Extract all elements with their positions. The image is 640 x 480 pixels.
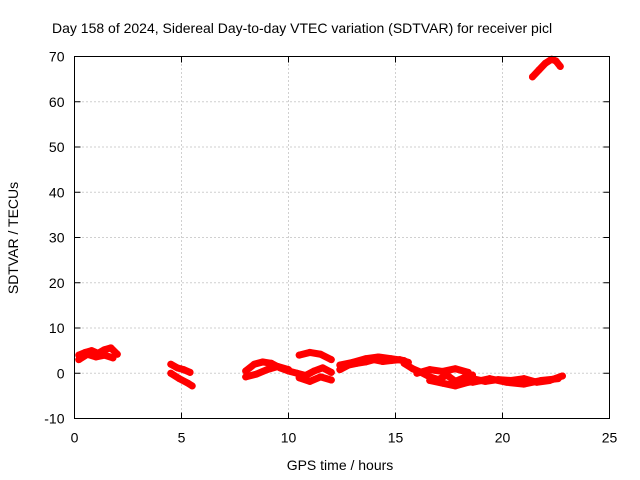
data-point: [486, 375, 494, 383]
x-tick-label: 15: [388, 430, 404, 446]
x-axis-label: GPS time / hours: [287, 457, 394, 473]
x-tick-label: 10: [281, 430, 297, 446]
data-point: [188, 382, 196, 390]
data-point: [167, 360, 175, 368]
data-point: [327, 368, 335, 376]
data-point: [263, 366, 271, 374]
data-point: [167, 369, 175, 377]
data-point: [327, 376, 335, 384]
data-point: [295, 351, 303, 359]
data-point: [451, 365, 459, 373]
data-point: [317, 373, 325, 381]
data-point: [259, 358, 267, 366]
data-point: [310, 367, 318, 375]
data-point: [100, 346, 108, 354]
data-point: [426, 376, 434, 384]
y-tick-label: 60: [49, 94, 65, 110]
x-tick-label: 25: [602, 430, 618, 446]
y-tick-label: 30: [49, 230, 65, 246]
data-point: [285, 366, 292, 374]
data-point: [92, 353, 100, 361]
data-point: [503, 378, 511, 386]
data-band: [295, 348, 335, 364]
data-point: [528, 73, 536, 81]
data-point: [83, 350, 91, 358]
data-point: [556, 62, 564, 70]
data-point: [409, 365, 417, 373]
data-point: [336, 361, 344, 369]
data-point: [250, 360, 258, 368]
data-band: [295, 373, 335, 385]
data-point: [109, 354, 117, 362]
grid-lines: [74, 56, 610, 419]
data-point: [413, 369, 421, 377]
data-point: [75, 356, 83, 364]
x-tick-label: 5: [178, 430, 186, 446]
y-tick-label: 40: [49, 184, 65, 200]
x-tick-label: 0: [71, 430, 79, 446]
y-tick-label: 20: [49, 275, 65, 291]
data-point: [306, 348, 314, 356]
y-tick-label: -10: [44, 411, 64, 427]
data-point: [107, 344, 115, 352]
data-point: [387, 355, 395, 363]
data-point: [317, 350, 325, 358]
data-point: [186, 368, 194, 376]
data-point: [541, 59, 549, 67]
y-tick-label: 10: [49, 320, 65, 336]
data-point: [374, 353, 382, 361]
data-point: [349, 358, 357, 366]
data-point: [464, 368, 472, 376]
data-point: [552, 57, 560, 65]
data-point: [469, 378, 477, 386]
data-point: [426, 366, 434, 374]
data-point: [175, 375, 183, 383]
data-point: [306, 377, 314, 385]
data-point: [400, 359, 408, 367]
data-point: [180, 366, 188, 374]
y-tick-label: 70: [49, 49, 65, 65]
data-point: [173, 364, 181, 372]
data-point: [242, 373, 250, 381]
data-point: [537, 376, 545, 384]
data-point: [439, 367, 447, 375]
data-point: [252, 370, 260, 378]
data-point: [327, 356, 335, 364]
data-marks: [75, 55, 566, 390]
data-point: [274, 362, 282, 370]
data-point: [100, 351, 108, 359]
data-point: [439, 379, 447, 387]
data-point: [451, 382, 459, 390]
data-point: [242, 367, 250, 375]
data-point: [295, 374, 303, 382]
data-point: [535, 66, 543, 74]
y-axis-label: SDTVAR / TECUs: [5, 182, 21, 294]
axis-ticks: 0 5 10 15 20 25 -10 0 10 20 30 40 50 60 70: [44, 49, 617, 446]
data-point: [362, 355, 370, 363]
chart-title: Day 158 of 2024, Sidereal Day-to-day VTE…: [52, 20, 552, 36]
data-point: [319, 364, 327, 372]
data-point: [554, 375, 562, 383]
y-tick-label: 50: [49, 139, 65, 155]
data-point: [520, 380, 528, 388]
y-tick-label: 0: [57, 365, 65, 381]
x-tick-label: 20: [495, 430, 511, 446]
